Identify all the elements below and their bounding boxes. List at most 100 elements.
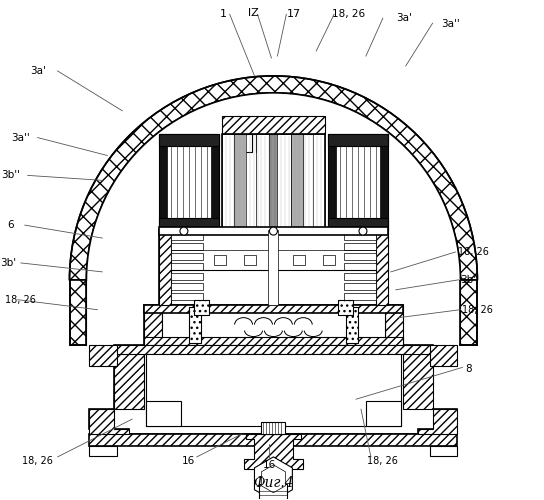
Text: Фиг.4: Фиг.4 bbox=[253, 476, 294, 490]
Polygon shape bbox=[159, 218, 219, 230]
Polygon shape bbox=[277, 134, 292, 230]
Polygon shape bbox=[244, 255, 256, 265]
Polygon shape bbox=[336, 138, 380, 226]
Polygon shape bbox=[171, 283, 203, 290]
Polygon shape bbox=[244, 434, 303, 469]
Polygon shape bbox=[259, 484, 287, 500]
Polygon shape bbox=[269, 134, 277, 230]
Text: 3a'': 3a'' bbox=[442, 19, 460, 29]
Polygon shape bbox=[430, 344, 458, 366]
Polygon shape bbox=[271, 134, 286, 152]
Polygon shape bbox=[159, 230, 388, 304]
Polygon shape bbox=[144, 304, 403, 312]
Polygon shape bbox=[328, 134, 388, 230]
Polygon shape bbox=[256, 134, 271, 152]
Polygon shape bbox=[460, 280, 477, 344]
Polygon shape bbox=[261, 465, 286, 492]
Text: 16: 16 bbox=[263, 460, 276, 470]
Polygon shape bbox=[171, 293, 203, 300]
Text: 3b'': 3b'' bbox=[460, 275, 479, 285]
Polygon shape bbox=[222, 116, 325, 134]
Polygon shape bbox=[89, 344, 118, 366]
Polygon shape bbox=[255, 457, 292, 500]
Text: 1: 1 bbox=[220, 9, 227, 19]
Polygon shape bbox=[366, 401, 401, 426]
Polygon shape bbox=[159, 134, 219, 230]
Polygon shape bbox=[275, 134, 292, 152]
Polygon shape bbox=[385, 304, 403, 344]
Text: 17: 17 bbox=[287, 9, 301, 19]
Polygon shape bbox=[144, 304, 162, 344]
Polygon shape bbox=[189, 306, 201, 342]
Polygon shape bbox=[167, 138, 211, 226]
Polygon shape bbox=[89, 409, 129, 434]
Polygon shape bbox=[159, 230, 171, 304]
Polygon shape bbox=[89, 434, 458, 446]
Polygon shape bbox=[338, 300, 353, 314]
Polygon shape bbox=[144, 336, 403, 344]
Polygon shape bbox=[346, 306, 358, 342]
Circle shape bbox=[269, 227, 277, 235]
Polygon shape bbox=[344, 273, 376, 280]
Text: 3a': 3a' bbox=[396, 13, 412, 23]
Polygon shape bbox=[171, 233, 203, 240]
Polygon shape bbox=[159, 134, 219, 145]
Polygon shape bbox=[256, 134, 269, 230]
Polygon shape bbox=[70, 280, 86, 344]
Text: 18, 26: 18, 26 bbox=[462, 304, 493, 314]
Polygon shape bbox=[171, 263, 203, 270]
Text: 18, 26: 18, 26 bbox=[5, 294, 36, 304]
Polygon shape bbox=[292, 134, 303, 230]
Polygon shape bbox=[344, 293, 376, 300]
Polygon shape bbox=[171, 253, 203, 260]
Polygon shape bbox=[89, 446, 118, 456]
Polygon shape bbox=[171, 273, 203, 280]
Polygon shape bbox=[344, 233, 376, 240]
Polygon shape bbox=[328, 218, 388, 230]
Text: 18, 26: 18, 26 bbox=[22, 456, 53, 466]
Text: 18, 26: 18, 26 bbox=[332, 9, 366, 19]
Polygon shape bbox=[89, 344, 458, 434]
Polygon shape bbox=[344, 243, 376, 250]
Text: 3b'': 3b'' bbox=[1, 170, 20, 180]
Polygon shape bbox=[430, 446, 458, 456]
Polygon shape bbox=[162, 310, 385, 340]
Text: 6: 6 bbox=[8, 220, 14, 230]
Polygon shape bbox=[344, 283, 376, 290]
Polygon shape bbox=[222, 134, 233, 230]
Wedge shape bbox=[70, 76, 477, 280]
Text: 18, 26: 18, 26 bbox=[459, 247, 489, 257]
Polygon shape bbox=[146, 401, 181, 426]
Text: 3b': 3b' bbox=[0, 258, 16, 268]
Polygon shape bbox=[238, 134, 251, 152]
Text: 18, 26: 18, 26 bbox=[367, 456, 398, 466]
Text: 3a': 3a' bbox=[30, 66, 46, 76]
Polygon shape bbox=[328, 134, 388, 145]
Text: 8: 8 bbox=[466, 364, 472, 374]
Polygon shape bbox=[159, 227, 388, 235]
Text: lZ: lZ bbox=[248, 8, 259, 18]
Polygon shape bbox=[233, 134, 245, 230]
Polygon shape bbox=[262, 422, 286, 434]
Polygon shape bbox=[313, 134, 325, 230]
Polygon shape bbox=[171, 243, 203, 250]
Polygon shape bbox=[114, 344, 432, 354]
Polygon shape bbox=[323, 255, 335, 265]
Polygon shape bbox=[376, 230, 388, 304]
Wedge shape bbox=[86, 93, 460, 280]
Polygon shape bbox=[403, 344, 432, 409]
Polygon shape bbox=[344, 263, 376, 270]
Polygon shape bbox=[146, 354, 401, 426]
Circle shape bbox=[180, 227, 188, 235]
Polygon shape bbox=[418, 409, 458, 434]
Polygon shape bbox=[214, 255, 226, 265]
Polygon shape bbox=[344, 253, 376, 260]
Text: 3a'': 3a'' bbox=[11, 132, 30, 142]
Circle shape bbox=[359, 227, 367, 235]
Polygon shape bbox=[222, 134, 238, 152]
Polygon shape bbox=[114, 344, 144, 409]
Polygon shape bbox=[268, 230, 279, 304]
Polygon shape bbox=[144, 304, 403, 344]
Text: 16: 16 bbox=[182, 456, 195, 466]
Polygon shape bbox=[194, 300, 209, 314]
